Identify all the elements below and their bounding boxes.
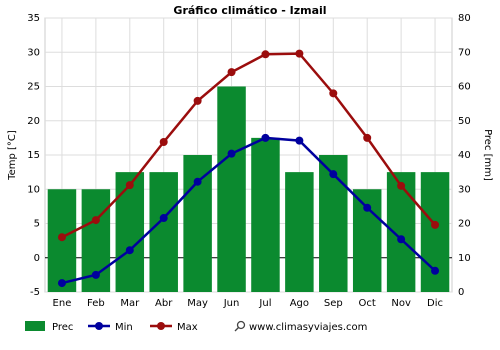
point: [227, 149, 236, 158]
y-tick-label: 0: [34, 253, 40, 264]
point: [91, 270, 100, 279]
point: [397, 235, 406, 244]
y-tick-label: 20: [27, 116, 40, 127]
y-tick-label: 35: [27, 13, 40, 24]
point: [193, 96, 202, 105]
y2-tick-label: 50: [458, 116, 471, 127]
y2-tick-label: 0: [458, 287, 464, 298]
x-tick-label: Mar: [120, 298, 140, 309]
point: [57, 233, 66, 242]
line: [61, 136, 436, 285]
y-tick-label: 25: [27, 82, 40, 93]
legend-swatch: [95, 322, 103, 330]
point: [159, 214, 168, 223]
line: [61, 52, 436, 239]
chart-title: Gráfico climático - Izmail: [173, 4, 326, 17]
x-tick-label: Jun: [223, 298, 240, 309]
point: [363, 133, 372, 142]
x-tick-label: Ago: [290, 298, 309, 309]
bar: [251, 137, 280, 292]
y-tick-label: -5: [30, 287, 40, 298]
y2-tick-label: 10: [458, 253, 471, 264]
legend-swatch: [157, 322, 165, 330]
point: [397, 181, 406, 190]
x-tick-label: Feb: [87, 298, 105, 309]
y2-tick-label: 30: [458, 184, 471, 195]
y2-tick-label: 20: [458, 219, 471, 230]
x-tick-label: Ene: [53, 298, 72, 309]
y2-tick-label: 80: [458, 13, 471, 24]
point: [91, 216, 100, 225]
point: [193, 177, 202, 186]
y-tick-label: 30: [27, 47, 40, 58]
watermark-icon: [234, 320, 246, 332]
x-tick-label: Abr: [155, 298, 173, 309]
legend-swatch: [25, 321, 45, 331]
x-tick-label: Sep: [324, 298, 343, 309]
point: [159, 137, 168, 146]
y2-tick-label: 70: [458, 47, 471, 58]
y2-tick-label: 40: [458, 150, 471, 161]
point: [295, 49, 304, 58]
x-tick-label: Dic: [427, 298, 443, 309]
legend-label: Min: [115, 322, 133, 333]
watermark: www.climasyviajes.com: [249, 322, 367, 333]
bar: [115, 172, 145, 292]
point: [57, 279, 66, 288]
x-tick-label: Jul: [258, 298, 271, 309]
y-tick-label: 15: [27, 150, 40, 161]
point: [295, 136, 304, 145]
x-tick-label: May: [187, 298, 208, 309]
point: [261, 50, 270, 59]
legend-label: Prec: [52, 322, 73, 333]
bar: [285, 172, 314, 292]
point: [125, 181, 134, 190]
y-tick-label: 10: [27, 184, 40, 195]
point: [125, 246, 134, 255]
bar: [183, 155, 212, 292]
bar: [217, 86, 246, 292]
point: [431, 220, 440, 229]
x-tick-label: Oct: [359, 298, 376, 309]
y2-axis-label: Prec [mm]: [482, 129, 493, 181]
y-tick-label: 5: [34, 219, 40, 230]
y2-tick-label: 60: [458, 82, 471, 93]
y-axis-label: Temp [°C]: [7, 130, 18, 181]
bar: [386, 172, 416, 292]
point: [329, 170, 338, 179]
point: [329, 89, 338, 98]
point: [261, 133, 270, 142]
x-tick-label: Nov: [391, 298, 411, 309]
point: [431, 266, 440, 275]
bar: [149, 172, 178, 292]
point: [227, 68, 236, 77]
legend-label: Max: [177, 322, 198, 333]
point: [363, 203, 372, 212]
